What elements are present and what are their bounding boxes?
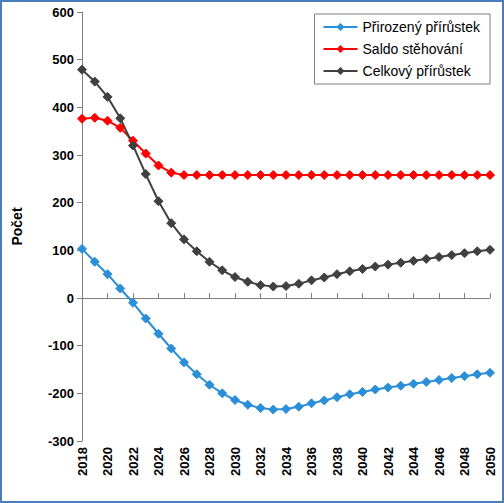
svg-text:500: 500 [52,52,74,67]
svg-text:2046: 2046 [432,447,447,476]
svg-text:600: 600 [52,5,74,20]
svg-text:-300: -300 [48,434,74,449]
svg-text:2044: 2044 [406,446,421,476]
svg-text:Saldo stěhování: Saldo stěhování [363,41,464,57]
svg-text:2018: 2018 [75,447,90,476]
svg-text:Počet: Počet [9,207,25,245]
svg-text:2042: 2042 [381,447,396,476]
svg-text:-100: -100 [48,338,74,353]
svg-text:100: 100 [52,243,74,258]
svg-text:200: 200 [52,195,74,210]
svg-text:2024: 2024 [151,446,166,476]
svg-text:300: 300 [52,148,74,163]
svg-text:2036: 2036 [304,447,319,476]
svg-text:2032: 2032 [253,447,268,476]
svg-text:2038: 2038 [330,447,345,476]
svg-text:2028: 2028 [202,447,217,476]
svg-text:-200: -200 [48,386,74,401]
svg-text:2022: 2022 [126,447,141,476]
svg-text:0: 0 [67,291,74,306]
svg-text:2026: 2026 [177,447,192,476]
svg-text:2034: 2034 [279,446,294,476]
svg-text:2020: 2020 [100,447,115,476]
svg-text:2030: 2030 [228,447,243,476]
svg-text:2048: 2048 [457,447,472,476]
svg-text:2040: 2040 [355,447,370,476]
svg-text:400: 400 [52,100,74,115]
svg-text:Přirozený přírůstek: Přirozený přírůstek [363,19,481,35]
svg-text:Celkový přírůstek: Celkový přírůstek [363,63,472,79]
svg-text:2050: 2050 [483,447,498,476]
